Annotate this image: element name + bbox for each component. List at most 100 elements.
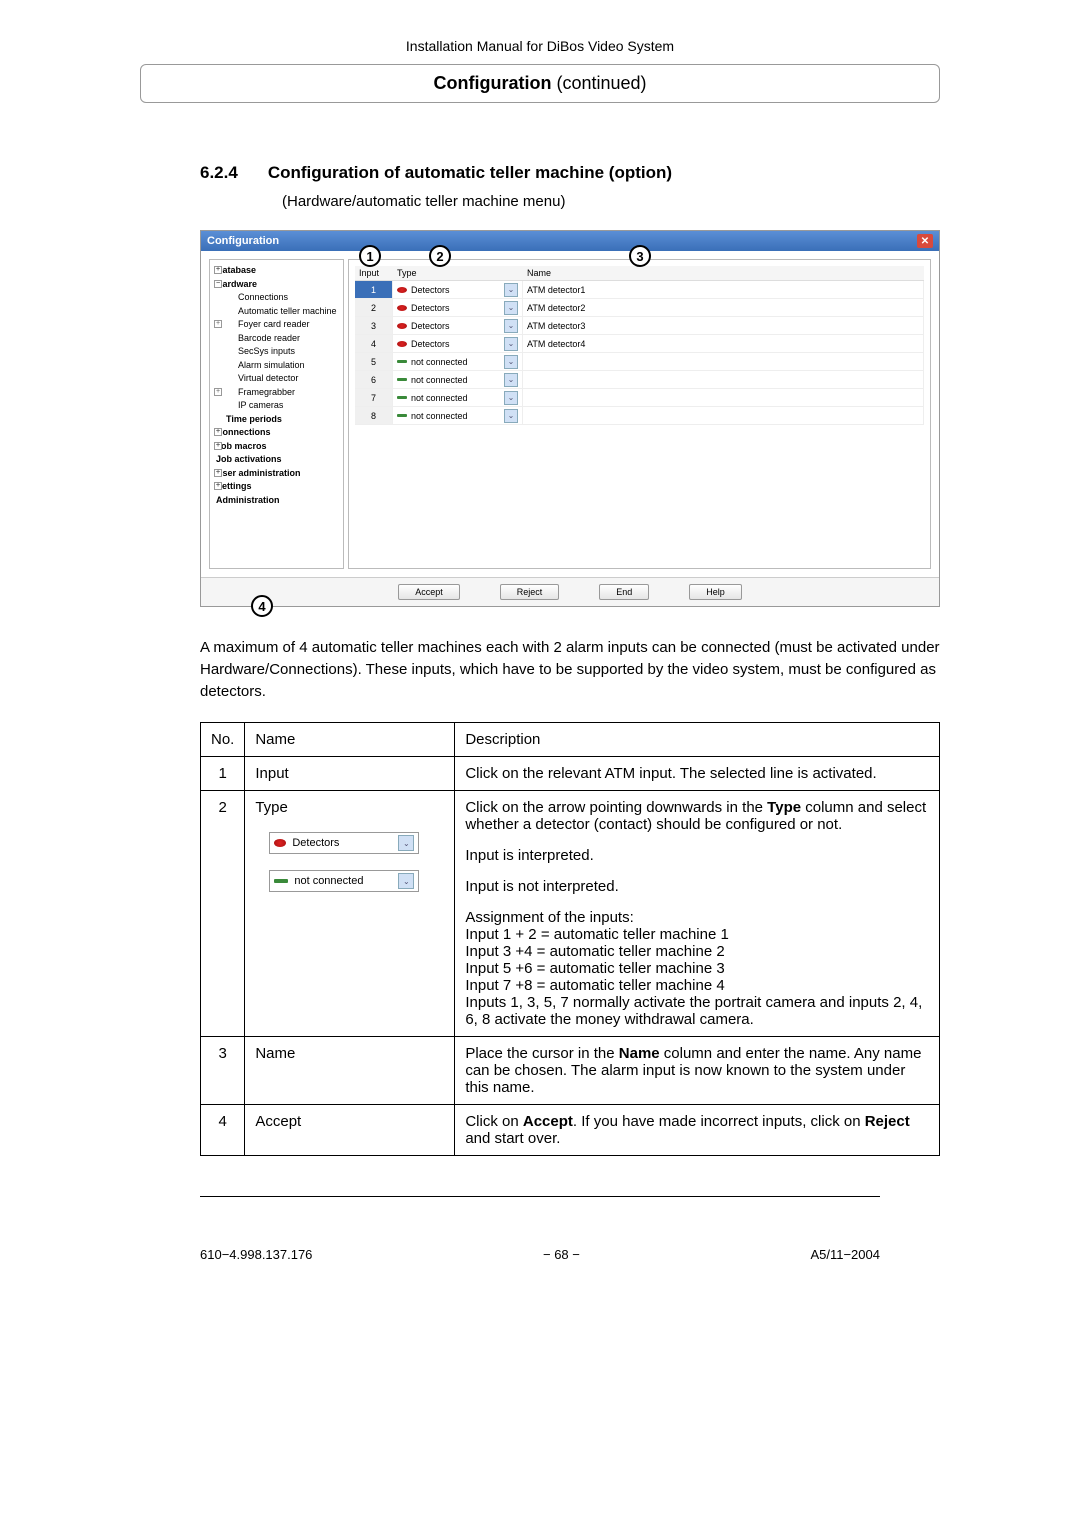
expand-icon[interactable]: + [214,442,222,450]
cell-name: Accept [245,1105,455,1156]
tree-item[interactable]: IP cameras [212,399,341,413]
end-button[interactable]: End [599,584,649,600]
grid-row[interactable]: 4Detectors⌄ATM detector4 [355,335,924,353]
tree-item[interactable]: +Job macros [212,440,341,454]
tree-item[interactable]: +Settings [212,480,341,494]
heading-subtitle: (Hardware/automatic teller machine menu) [282,193,940,210]
name-cell[interactable] [523,407,924,425]
chevron-down-icon[interactable]: ⌄ [504,283,518,297]
expand-icon[interactable]: + [214,266,222,274]
grid-row[interactable]: 5not connected⌄ [355,353,924,371]
page-footer: 610−4.998.137.176 − 68 − A5/11−2004 [200,1196,880,1262]
notconnected-icon [397,360,407,363]
expand-icon[interactable]: + [214,320,222,328]
expand-icon[interactable]: + [214,428,222,436]
notconnected-dropdown[interactable]: not connected ⌄ [269,870,419,892]
name-cell[interactable] [523,389,924,407]
tree-item[interactable]: +Framegrabber [212,386,341,400]
doc-header: Installation Manual for DiBos Video Syst… [100,38,980,54]
chevron-down-icon[interactable]: ⌄ [504,409,518,423]
detector-icon [397,287,407,293]
grid-row[interactable]: 6not connected⌄ [355,371,924,389]
tree-item[interactable]: +Database [212,264,341,278]
cell-name: Input [245,757,455,791]
config-window: Configuration ✕ +Database−HardwareConnec… [200,230,940,607]
input-cell[interactable]: 6 [355,371,393,389]
name-cell[interactable]: ATM detector2 [523,299,924,317]
input-cell[interactable]: 4 [355,335,393,353]
chevron-down-icon[interactable]: ⌄ [504,319,518,333]
name-cell[interactable] [523,353,924,371]
help-button[interactable]: Help [689,584,742,600]
type-cell[interactable]: not connected⌄ [393,353,523,371]
type-cell[interactable]: not connected⌄ [393,389,523,407]
tree-item[interactable]: +User administration [212,467,341,481]
expand-icon[interactable]: + [214,388,222,396]
grid-row[interactable]: 8not connected⌄ [355,407,924,425]
type-cell[interactable]: not connected⌄ [393,407,523,425]
callout-2: 2 [429,245,451,267]
accept-button[interactable]: Accept [398,584,460,600]
chevron-down-icon: ⌄ [398,835,414,851]
tree-item[interactable]: Connections [212,291,341,305]
tree-item[interactable]: Job activations [212,453,341,467]
tree-item[interactable]: +Connections [212,426,341,440]
table-row: 1 Input Click on the relevant ATM input.… [201,757,940,791]
inputs-grid: Input Type Name 1Detectors⌄ATM detector1… [355,266,924,425]
input-cell[interactable]: 8 [355,407,393,425]
input-cell[interactable]: 2 [355,299,393,317]
tree-item[interactable]: Alarm simulation [212,359,341,373]
name-cell[interactable] [523,371,924,389]
input-cell[interactable]: 7 [355,389,393,407]
name-cell[interactable]: ATM detector4 [523,335,924,353]
window-titlebar: Configuration ✕ [201,231,939,251]
type-cell[interactable]: Detectors⌄ [393,335,523,353]
type-cell[interactable]: not connected⌄ [393,371,523,389]
name-cell[interactable]: ATM detector1 [523,281,924,299]
input-cell[interactable]: 1 [355,281,393,299]
type-cell[interactable]: Detectors⌄ [393,317,523,335]
grid-row[interactable]: 7not connected⌄ [355,389,924,407]
type-cell[interactable]: Detectors⌄ [393,299,523,317]
expand-icon[interactable]: + [214,482,222,490]
grid-row[interactable]: 2Detectors⌄ATM detector2 [355,299,924,317]
cell-name: Type Detectors ⌄ not connected ⌄ [245,791,455,1037]
type-cell[interactable]: Detectors⌄ [393,281,523,299]
description-table: No. Name Description 1 Input Click on th… [200,722,940,1156]
chevron-down-icon: ⌄ [398,873,414,889]
tree-item[interactable]: Barcode reader [212,332,341,346]
input-cell[interactable]: 5 [355,353,393,371]
cell-desc: Click on the relevant ATM input. The sel… [455,757,940,791]
heading-title: Configuration of automatic teller machin… [268,163,672,183]
tree-item[interactable]: Administration [212,494,341,508]
detectors-dropdown[interactable]: Detectors ⌄ [269,832,419,854]
expand-icon[interactable]: + [214,469,222,477]
tree-item[interactable]: Time periods [212,413,341,427]
chevron-down-icon[interactable]: ⌄ [504,391,518,405]
notconnected-icon [397,378,407,381]
expand-icon[interactable]: − [214,280,222,288]
cell-no: 3 [201,1037,245,1105]
chevron-down-icon[interactable]: ⌄ [504,301,518,315]
chevron-down-icon[interactable]: ⌄ [504,337,518,351]
detector-icon [397,341,407,347]
tree-item[interactable]: SecSys inputs [212,345,341,359]
tree-item[interactable]: Automatic teller machine [212,305,341,319]
grid-row[interactable]: 1Detectors⌄ATM detector1 [355,281,924,299]
close-icon[interactable]: ✕ [917,234,933,248]
tree-item[interactable]: Virtual detector [212,372,341,386]
notconnected-icon [274,879,288,883]
reject-button[interactable]: Reject [500,584,560,600]
heading-row: 6.2.4 Configuration of automatic teller … [200,163,940,183]
chevron-down-icon[interactable]: ⌄ [504,373,518,387]
name-cell[interactable]: ATM detector3 [523,317,924,335]
nav-tree[interactable]: +Database−HardwareConnectionsAutomatic t… [209,259,344,569]
col-head-name: Name [523,266,924,281]
input-cell[interactable]: 3 [355,317,393,335]
tree-item[interactable]: +Foyer card reader [212,318,341,332]
notconnected-icon [397,396,407,399]
tree-item[interactable]: −Hardware [212,278,341,292]
grid-row[interactable]: 3Detectors⌄ATM detector3 [355,317,924,335]
body-paragraph: A maximum of 4 automatic teller machines… [200,637,940,702]
chevron-down-icon[interactable]: ⌄ [504,355,518,369]
